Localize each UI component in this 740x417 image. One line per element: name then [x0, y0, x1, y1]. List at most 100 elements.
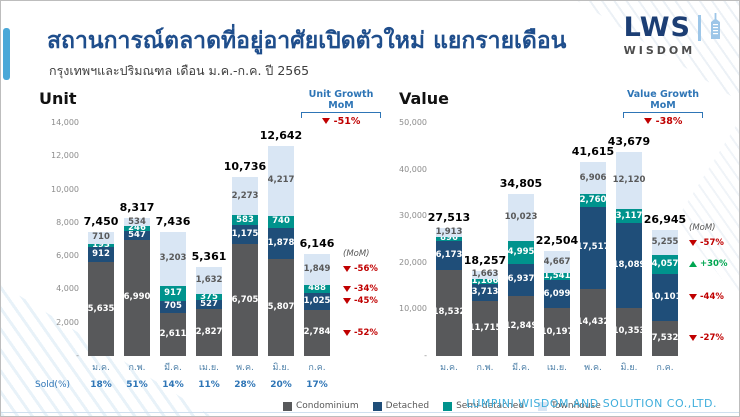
y-axis-tick: 50,000	[399, 118, 427, 127]
bar-segment-semi-detached: 246	[124, 223, 150, 234]
bar-segment-townhouse: 6,906	[579, 162, 607, 195]
segment-value-label: 18,089	[612, 260, 646, 271]
mom-percent: -27%	[700, 333, 724, 344]
segment-value-label: 10,101	[648, 291, 682, 302]
bar-segment-condominium: 10,197	[541, 308, 573, 356]
segment-value-label: 1,175	[231, 229, 259, 240]
bar-มิ.ย.: 5,807 1,878 740 4,217 12,642 มิ.ย. 20%	[260, 123, 302, 390]
bar-total-label: 5,361	[191, 249, 227, 263]
triangle-down-icon	[689, 335, 697, 342]
unit-chart-title: Unit	[39, 89, 77, 108]
unit-growth-annotation: Unit Growth MoM -51%	[289, 89, 393, 127]
unit-chart-panel: Unit Unit Growth MoM -51% 14,000 12,000 10…	[35, 89, 389, 405]
y-axis-tick: -	[76, 351, 79, 360]
sold-percent: 18%	[90, 380, 112, 390]
segment-value-label: 5,807	[267, 302, 295, 313]
segment-value-label: 193	[92, 239, 110, 250]
bar-segment-condominium: 12,849	[505, 296, 537, 356]
triangle-down-icon	[689, 239, 697, 246]
bar-segment-detached: 6,173	[436, 240, 462, 270]
unit-growth-label: Unit Growth	[308, 89, 374, 100]
segment-value-label: 1,541	[543, 270, 571, 281]
segment-value-label: 2,611	[159, 328, 187, 339]
y-axis-tick: 4,000	[56, 284, 79, 294]
value-growth-label: Value Growth	[626, 89, 700, 100]
bar-segment-townhouse: 10,023	[505, 193, 537, 241]
x-axis-label: ม.ค.	[440, 363, 458, 373]
mom-row-townhouse: -57%	[689, 238, 724, 248]
segment-value-label: 917	[164, 287, 182, 298]
bar-มี.ค.: 12,849 6,937 4,995 10,023 34,805 มี.ค.	[500, 123, 542, 373]
x-axis-label: พ.ค.	[236, 363, 254, 373]
logo-text: LWS	[623, 12, 691, 43]
segment-value-label: 6,906	[579, 172, 607, 183]
segment-value-label: 4,995	[507, 246, 535, 257]
bar-segment-semi-detached: 740	[268, 215, 294, 229]
sold-percent: 17%	[306, 380, 328, 390]
segment-value-label: 246	[128, 223, 146, 234]
y-axis-tick: 6,000	[56, 251, 79, 261]
x-axis-label: ก.พ.	[476, 363, 494, 373]
legend-label: Condominium	[296, 401, 359, 411]
bar-segment-condominium: 5,635	[88, 262, 114, 356]
value-chart-panel: Value Value Growth MoM -38% 50,000 40,000…	[397, 89, 739, 405]
bar-segment-townhouse: 710	[88, 232, 114, 244]
legend-label: Semi-detached	[456, 401, 525, 411]
bar-segment-townhouse: 1,849	[304, 253, 330, 285]
bar-segment-townhouse: 2,273	[232, 177, 258, 216]
bar-segment-condominium: 6,705	[232, 244, 258, 356]
bar-segment-semi-detached: 4,995	[507, 240, 535, 264]
bar-เม.ย.: 2,827 527 375 1,632 5,361 เม.ย. 11%	[191, 123, 227, 390]
bottom-divider	[1, 412, 739, 413]
bar-segment-detached: 3,713	[471, 284, 499, 302]
bar-total-label: 18,257	[463, 253, 507, 267]
mom-percent: -44%	[700, 292, 724, 303]
bar-segment-detached: 547	[124, 230, 150, 240]
mom-annotations: -27% -44% +30% -57% (MoM)	[689, 123, 739, 356]
bar-segment-detached: 912	[88, 247, 114, 263]
segment-value-label: 11,715	[468, 323, 502, 334]
bar-segment-condominium: 2,611	[159, 312, 187, 356]
bar-segment-condominium: 10,353	[613, 307, 645, 356]
segment-value-label: 7,532	[651, 332, 679, 343]
sold-row-label: Sold(%)	[35, 380, 71, 390]
segment-value-label: 3,713	[471, 287, 499, 298]
legend-swatch-icon	[443, 401, 453, 411]
y-axis-tick: 10,000	[51, 184, 79, 194]
bar-total-label: 7,450	[83, 215, 119, 229]
mom-row-condominium: -52%	[343, 328, 378, 338]
unit-growth-bracket: -51%	[301, 112, 381, 127]
segment-value-label: 2,760	[579, 195, 607, 206]
segment-value-label: 896	[440, 233, 458, 244]
mom-row-semi-detached: +30%	[689, 259, 727, 269]
x-axis-label: มี.ค.	[164, 363, 182, 373]
sold-percent: 28%	[234, 380, 256, 390]
x-axis-label: พ.ค.	[584, 363, 602, 373]
mom-percent: -52%	[354, 327, 378, 338]
segment-value-label: 6,705	[231, 294, 259, 305]
bar-segment-detached: 1,025	[304, 292, 330, 310]
bar-ม.ค.: 18,532 6,173 896 1,913 27,513 ม.ค.	[428, 123, 470, 373]
mom-percent: -56%	[354, 264, 378, 275]
bar-segment-semi-detached: 1,166	[472, 276, 499, 285]
x-axis-label: ก.ค.	[656, 363, 674, 373]
bar-segment-detached: 18,089	[613, 223, 645, 308]
bar-segment-semi-detached: 193	[88, 239, 114, 250]
bar-segment-semi-detached: 896	[436, 233, 462, 244]
mom-row-townhouse: -56%	[343, 264, 378, 274]
bar-segment-condominium: 18,532	[433, 269, 465, 356]
sold-percent: 14%	[162, 380, 184, 390]
segment-value-label: 12,120	[612, 175, 646, 186]
segment-value-label: 2,827	[195, 326, 223, 337]
bar-segment-semi-detached: 917	[160, 285, 186, 301]
x-axis-label: ม.ค.	[92, 363, 110, 373]
bar-segment-townhouse: 1,632	[196, 266, 222, 294]
segment-value-label: 1,878	[267, 238, 295, 249]
triangle-down-icon	[343, 266, 351, 273]
segment-value-label: 1,913	[435, 226, 463, 237]
triangle-down-icon	[321, 118, 330, 124]
bar-ก.พ.: 11,715 3,713 1,166 1,663 18,257 ก.พ.	[464, 123, 506, 373]
bar-segment-semi-detached: 4,057	[652, 254, 678, 274]
mom-column-header: (MoM)	[689, 222, 716, 233]
legend: Condominium Detached Semi-detached Townhous…	[283, 401, 601, 411]
